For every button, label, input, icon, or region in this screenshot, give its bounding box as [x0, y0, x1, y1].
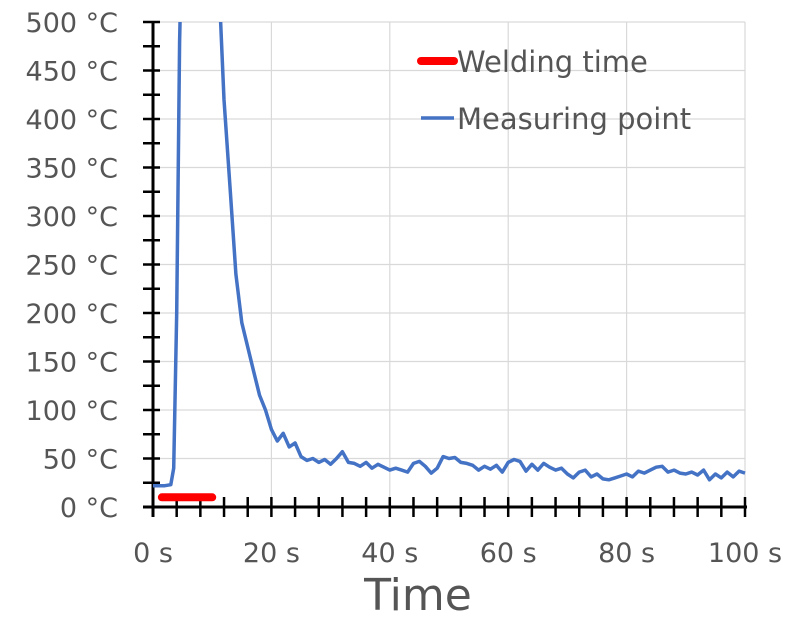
y-tick-label: 450 °C: [26, 57, 118, 88]
axes: [143, 20, 747, 517]
y-tick-label: 300 °C: [26, 202, 118, 233]
x-tick-label: 60 s: [480, 538, 537, 569]
legend-label-measuring-point: Measuring point: [457, 102, 691, 136]
x-tick-label: 100 s: [708, 538, 782, 569]
y-tick-label: 50 °C: [43, 445, 118, 476]
y-tick-labels: 0 °C 50 °C 100 °C 150 °C 200 °C 250 °C 300 °C 3…: [26, 8, 118, 524]
y-tick-label: 500 °C: [26, 8, 118, 39]
y-tick-label: 150 °C: [26, 348, 118, 379]
series-measuring-point: [153, 22, 746, 488]
y-tick-label: 200 °C: [26, 299, 118, 330]
x-tick-label: 0 s: [133, 538, 173, 569]
y-tick-label: 0 °C: [60, 493, 118, 524]
y-tick-label: 100 °C: [26, 396, 118, 427]
grid: [153, 21, 746, 507]
series: [153, 22, 746, 502]
x-tick-label: 20 s: [243, 538, 300, 569]
y-tick-label: 250 °C: [26, 251, 118, 282]
legend-label-welding-time: Welding time: [457, 45, 648, 79]
x-tick-label: 80 s: [598, 538, 655, 569]
x-tick-labels: 0 s 20 s 40 s 60 s 80 s 100 s: [133, 538, 782, 569]
legend: Welding time Measuring point: [417, 45, 691, 136]
y-tick-label: 400 °C: [26, 105, 118, 136]
y-tick-label: 350 °C: [26, 154, 118, 185]
x-axis-label: Time: [363, 570, 472, 621]
x-tick-label: 40 s: [361, 538, 418, 569]
